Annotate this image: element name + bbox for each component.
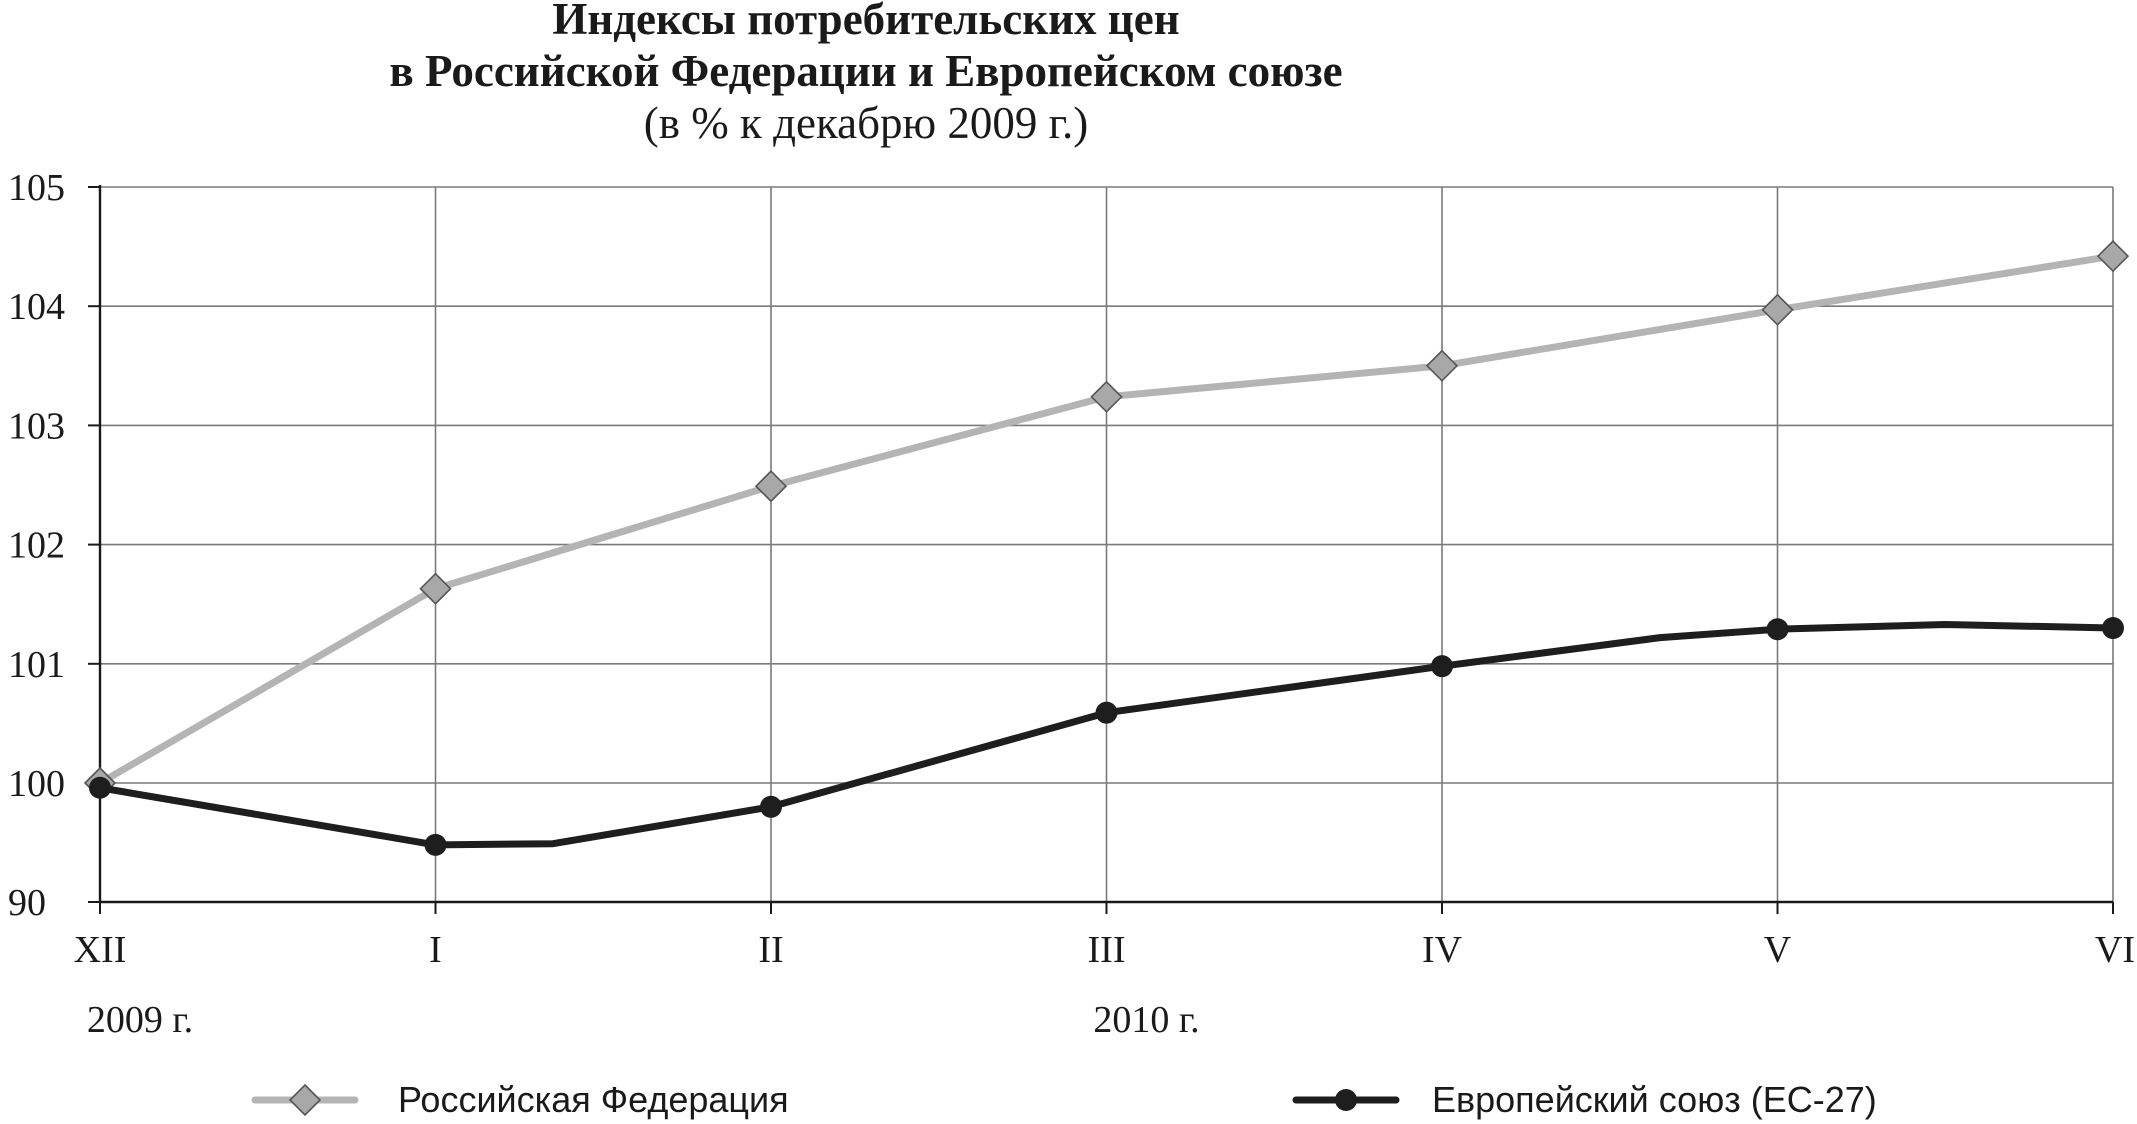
y-axis-tick-label: 103 (8, 405, 65, 447)
data-point-diamond (419, 572, 452, 605)
series (83, 240, 2130, 856)
x-axis-tick-label: III (1088, 929, 1126, 971)
data-point-circle (89, 776, 111, 799)
data-point-diamond (754, 470, 788, 503)
legend-label: Российская Федерация (398, 1079, 789, 1120)
data-point-diamond (1425, 349, 1459, 382)
y-axis-tick-label: 90 (8, 882, 46, 924)
x-axis-tick-label: V (1764, 929, 1792, 971)
y-axis-tick-label: 100 (8, 763, 65, 805)
grid (100, 186, 2114, 902)
axes (88, 185, 2114, 914)
data-point-circle (760, 795, 782, 818)
chart-title-line-2: в Российской Федерации и Европейском сою… (389, 46, 1342, 96)
series-eu (89, 617, 2124, 856)
x-axis-tick-label: II (758, 929, 783, 971)
data-point-diamond (1761, 293, 1794, 326)
x-axis-tick-label: XII (74, 929, 127, 971)
data-point-circle (424, 833, 447, 856)
chart-title: Индексы потребительских цен в Российской… (389, 0, 1342, 148)
x-axis-tick-labels: XII I II III IV V VI (74, 929, 2135, 971)
x-axis-tick-label: IV (1422, 929, 1463, 971)
data-point-circle (1766, 618, 1789, 641)
legend-marker-circle (1335, 1089, 1357, 1111)
y-axis-tick-label: 104 (8, 286, 65, 328)
legend-marker-diamond (288, 1083, 322, 1117)
data-point-circle (1095, 701, 1118, 724)
legend-label: Европейский союз (ЕС-27) (1432, 1079, 1877, 1120)
period-label: 2010 г. (1093, 999, 1199, 1041)
series-line (96, 621, 2117, 849)
x-axis-tick-label: VI (2095, 929, 2135, 971)
legend-entry: Российская Федерация (251, 1079, 789, 1120)
legend-entry: Европейский союз (ЕС-27) (1292, 1079, 1877, 1120)
chart-title-line-3: (в % к декабрю 2009 г.) (644, 98, 1089, 148)
legend: Российская Федерация Европейский союз (ЕС… (251, 1079, 1877, 1120)
y-axis-tick-label: 105 (8, 167, 65, 209)
data-point-diamond (2096, 240, 2130, 273)
y-axis-tick-labels: 90 100 101 102 103 104 105 (8, 167, 65, 924)
data-point-circle (2102, 617, 2124, 640)
period-label: 2009 г. (87, 999, 193, 1041)
x-axis-tick-label: I (429, 929, 442, 971)
data-point-diamond (1090, 380, 1123, 413)
chart-title-line-1: Индексы потребительских цен (552, 0, 1179, 44)
data-point-circle (1431, 655, 1453, 678)
period-labels: 2009 г. 2010 г. (87, 999, 1200, 1041)
y-axis-tick-label: 101 (8, 644, 65, 686)
y-axis-tick-label: 102 (8, 525, 65, 567)
